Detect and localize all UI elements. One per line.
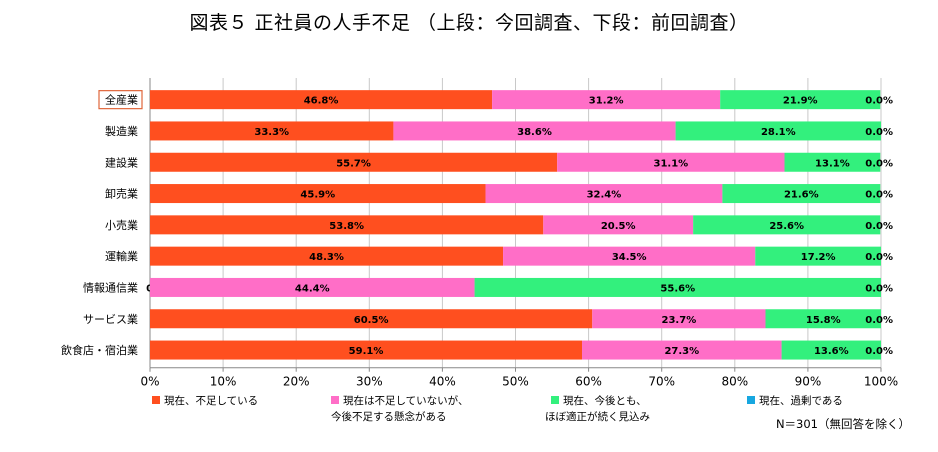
data-label: 32.4% [587,190,622,201]
data-label: 13.1% [815,158,850,169]
bar-segment [675,121,881,141]
bar-segment [781,340,881,360]
data-label: 27.3% [664,346,699,357]
data-label: 34.5% [612,252,647,263]
chart-title: 図表５ 正社員の人手不足 （上段：今回調査、下段：前回調査） [189,12,749,34]
data-label: 38.6% [517,127,552,138]
x-tick-label: 20% [283,375,310,389]
bar-segment [582,340,782,360]
bar-segment [150,340,583,360]
data-label: 17.2% [801,252,836,263]
legend-label: 現在、今後とも、 [563,394,647,407]
category-label: 運輸業 [105,249,138,263]
data-label: 28.1% [761,127,796,138]
data-label: 20.5% [601,221,636,232]
bar-segment [543,215,694,235]
data-label: 15.8% [806,315,841,326]
data-label: 31.2% [589,96,624,107]
data-label: 0.0% [865,221,893,232]
data-label: 0.0% [865,96,893,107]
x-tick-label: 30% [356,375,383,389]
data-label: 25.6% [769,221,804,232]
legend-swatch [152,396,160,404]
x-tick-label: 10% [210,375,237,389]
data-label: 0.0% [865,315,893,326]
data-label: 0.0% [865,158,893,169]
data-label: 13.6% [814,346,849,357]
category-label: 飲食店・宿泊業 [61,343,138,357]
bar-segment [150,309,593,329]
bar-segment [150,215,544,235]
category-label: 卸売業 [105,187,138,201]
bar-segment [150,184,486,204]
bar-segment [150,246,504,266]
data-label: 55.6% [660,283,695,294]
legend-swatch [331,396,339,404]
data-label: 0.0% [865,190,893,201]
category-label: 建設業 [105,155,138,169]
x-tick-label: 40% [429,375,456,389]
data-label: 21.6% [784,190,819,201]
category-label: 全産業 [105,93,138,107]
data-label: 0.0% [865,127,893,138]
bar-segment [474,277,881,297]
data-label: 53.8% [329,221,364,232]
legend-swatch [747,396,755,404]
category-label: サービス業 [83,313,138,326]
legend-swatch [551,396,559,404]
x-tick-label: 50% [502,375,529,389]
x-tick-label: 60% [575,375,602,389]
bar-segment [720,90,881,110]
data-label: 45.9% [300,190,335,201]
bar-segment [765,309,881,329]
data-label: 44.4% [295,283,330,294]
x-tick-label: 80% [721,375,748,389]
data-label: 21.9% [783,96,818,107]
category-label: 情報通信業 [83,281,138,294]
bar-segment [150,90,493,110]
bar-segment [150,277,475,297]
data-label: 0.0% [865,283,893,294]
data-label: 48.3% [309,252,344,263]
bar-segment [485,184,723,204]
legend-label: 現在は不足していないが、 [343,394,468,407]
data-label: 46.8% [304,96,339,107]
legend-label: 現在、不足している [164,395,258,407]
highlight-box [98,90,143,110]
bar-segment [592,309,766,329]
bar-segment [503,246,756,266]
x-tick-label: 100% [864,375,898,389]
bar-segment [393,121,676,141]
data-label: 55.7% [336,158,371,169]
data-label: 23.7% [662,315,697,326]
x-tick-label: 90% [795,375,822,389]
data-label: 59.1% [349,346,384,357]
data-label: 31.1% [653,158,688,169]
legend-label: 現在、過剰である [759,395,843,407]
bar-segment [722,184,881,204]
data-label: 33.3% [254,127,289,138]
data-label: 0.0% [865,252,893,263]
bar-segment [557,152,785,172]
x-tick-label: 0% [140,375,159,389]
bar-segment [492,90,721,110]
sample-size-note: N＝301（無回答を除く） [775,417,910,431]
category-label: 小売業 [105,219,138,232]
data-label: 60.5% [354,315,389,326]
bar-segment [150,152,558,172]
data-label: 0.0% [865,346,893,357]
bar-segment [755,246,881,266]
bar-segment [150,121,394,141]
legend-label: 今後不足する懸念がある [331,410,447,423]
bar-segment [693,215,881,235]
category-label: 製造業 [105,124,138,138]
x-tick-label: 70% [648,375,675,389]
legend-label: ほぼ適正が続く見込み [545,410,650,423]
bar-segment [784,152,881,172]
